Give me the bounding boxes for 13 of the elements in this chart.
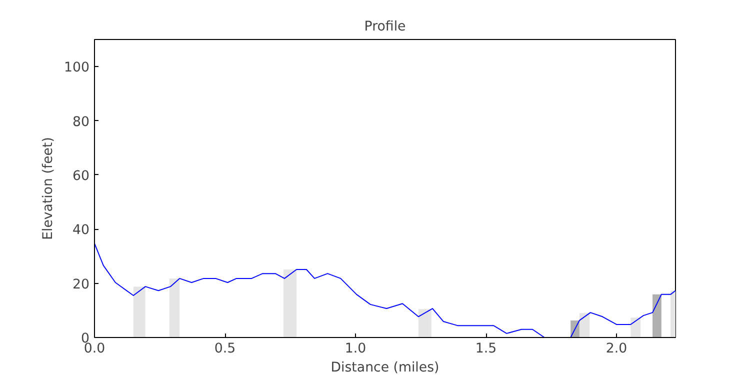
- x-tick-label: 1.0: [344, 342, 366, 356]
- x-tick-label: 2.0: [606, 342, 628, 356]
- x-axis-title: Distance (miles): [330, 360, 440, 375]
- y-tick-label: 40: [72, 223, 90, 238]
- y-tick-label: 100: [64, 60, 90, 76]
- x-tick-label: 0.0: [84, 342, 106, 356]
- chart-title: Profile: [364, 20, 406, 34]
- x-tick-label: 0.5: [214, 342, 236, 356]
- y-axis-title: Elevation (feet): [41, 137, 56, 240]
- y-tick-label: 80: [72, 114, 90, 130]
- y-tick-label: 60: [72, 168, 90, 184]
- y-tick-label: 20: [72, 277, 90, 292]
- x-tick-label: 1.5: [475, 342, 497, 356]
